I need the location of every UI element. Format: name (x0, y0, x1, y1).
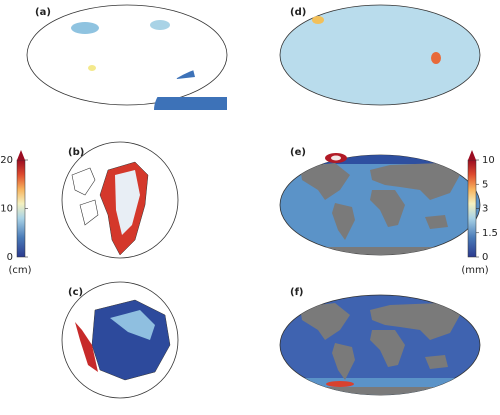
colorbar-tick-label: 20 (0, 155, 13, 166)
colorbar-tick-label: 0 (482, 252, 488, 263)
ice-sheet-detail (110, 310, 155, 340)
colorbar-tick-label: 3 (482, 204, 488, 215)
map-detail (71, 22, 99, 34)
colorbar-tick-label: 10 (0, 204, 13, 215)
map-detail (331, 155, 341, 161)
map-detail (280, 155, 480, 164)
map-detail (312, 16, 324, 24)
map-frame (279, 4, 481, 106)
panel-label: (f) (290, 287, 304, 298)
panel-label: (a) (35, 7, 51, 18)
map-detail (150, 20, 170, 30)
colorbar-arrow (468, 150, 476, 160)
panel-label: (d) (290, 7, 306, 18)
coastline (71, 167, 99, 226)
colorbar-unit: (mm) (461, 265, 488, 276)
colorbar (467, 159, 477, 258)
colorbar-arrow (17, 150, 25, 160)
map-detail (431, 52, 441, 64)
ice-sheet (91, 299, 171, 381)
colorbar-tick-label: 10 (482, 155, 495, 166)
map-frame (26, 4, 228, 106)
colorbar-tick-label: 1.5 (482, 228, 498, 239)
map-detail (88, 65, 96, 71)
panel-label: (e) (290, 147, 306, 158)
ice-sheet-interior (115, 170, 140, 235)
panel-label: (b) (68, 147, 84, 158)
panel-label: (c) (68, 287, 83, 298)
ice-sheet-detail (75, 322, 98, 372)
colorbar-tick-label: 0 (7, 252, 13, 263)
map-detail (326, 381, 354, 387)
colorbar-unit: (cm) (8, 265, 31, 276)
colorbar-tick-label: 5 (482, 179, 488, 190)
colorbar (16, 159, 26, 258)
